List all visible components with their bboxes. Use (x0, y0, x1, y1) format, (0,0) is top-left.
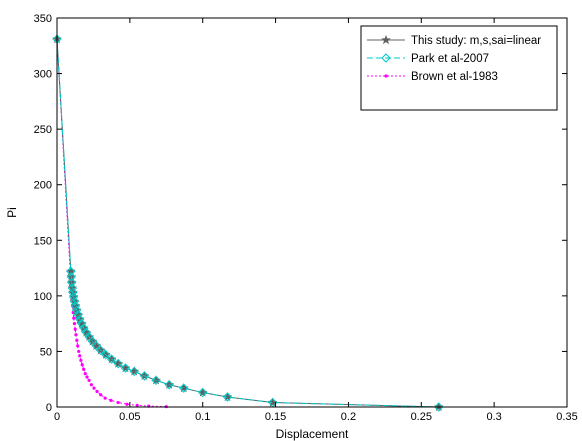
x-tick-label: 0 (54, 411, 60, 423)
series-2-point (75, 314, 85, 324)
y-tick-label: 300 (34, 69, 52, 81)
series-2-point (101, 350, 111, 360)
series-3-point (85, 375, 89, 379)
series-3-point (78, 354, 82, 358)
series-3-point (72, 316, 76, 320)
axes-frame (56, 17, 568, 408)
series-3-point (75, 338, 79, 342)
series-3-point (135, 403, 139, 407)
legend-marker (381, 53, 391, 63)
series-3-point (87, 378, 91, 382)
series-2-point (76, 318, 87, 329)
legend-label: This study: m,s,sai=linear (411, 35, 541, 47)
y-tick-label: 0 (46, 402, 52, 414)
y-tick-label: 250 (34, 124, 52, 136)
series-3-point (72, 322, 77, 326)
series-2-point (68, 292, 79, 302)
series-2-point (67, 277, 77, 288)
series-2-point (434, 402, 444, 412)
legend-marker (384, 74, 388, 78)
series-3-point (79, 358, 83, 362)
y-tick-label: 50 (40, 346, 52, 358)
legend: This study: m,s,sai=linear Park et al-200… (360, 25, 558, 111)
series-3-point (76, 344, 80, 348)
series-3-point (73, 327, 77, 331)
y-axis-label: Pi (5, 207, 19, 218)
series-2-point (79, 323, 89, 333)
series-3-point (83, 372, 87, 376)
series-2-point (73, 310, 83, 320)
y-tick-label: 200 (34, 180, 52, 192)
series-2-point (129, 366, 139, 377)
series-2-point (164, 380, 174, 390)
x-tick-label: 0.3 (486, 411, 501, 423)
series-2-point (113, 358, 123, 369)
legend-entry-3: Brown et al-1983 (367, 71, 498, 83)
series-3-point (77, 349, 81, 354)
series-2-point (91, 341, 102, 351)
series-3-point (125, 402, 129, 406)
series-3-point (116, 400, 120, 405)
series-2-point (71, 305, 82, 316)
series-2-point (106, 354, 117, 364)
series-2-point (69, 296, 80, 307)
x-tick-label: 0.2 (341, 411, 356, 423)
series-2-point (96, 345, 106, 356)
series-2-point (68, 287, 78, 298)
series-2-point (66, 272, 76, 282)
legend-entry-2: Park et al-2007 (367, 53, 489, 65)
legend-label: Park et al-2007 (411, 53, 489, 65)
legend-entry-1: This study: m,s,sai=linear (367, 34, 541, 47)
legend-marker (381, 34, 391, 45)
x-tick-label: 0.35 (556, 411, 577, 423)
y-tick-label: 150 (34, 235, 52, 247)
series-2-point (179, 383, 189, 393)
series-2-point (139, 371, 150, 381)
series-3-point (80, 363, 84, 367)
x-axis-label: Displacement (276, 427, 349, 441)
series-layer (52, 34, 444, 412)
series-2-point (66, 266, 76, 277)
series-2-point (120, 363, 131, 373)
x-tick-label: 0.15 (265, 411, 286, 423)
series-3-point (109, 398, 113, 402)
series-2-point (198, 387, 208, 398)
series-3-point (95, 389, 99, 394)
y-tick-label: 100 (34, 291, 52, 303)
series-3-point (89, 383, 93, 387)
series-3-point (74, 333, 78, 337)
series-2-point (70, 301, 81, 311)
series-3-point (99, 393, 103, 397)
series-3-point (92, 386, 96, 390)
x-tick-label: 0.1 (195, 411, 210, 423)
series-3-point (103, 396, 107, 400)
axes-layer: 0 0.05 0.1 0.15 0.2 0.25 0.3 0.35 0 50 100 150 200 25… (34, 13, 578, 423)
series-2-point (67, 283, 78, 293)
series-3-point (82, 367, 86, 371)
series-2-point (151, 375, 161, 386)
x-tick-label: 0.25 (411, 411, 432, 423)
legend-label: Brown et al-1983 (411, 71, 498, 83)
y-tick-label: 350 (34, 13, 52, 25)
series-2-point (222, 392, 233, 402)
x-tick-label: 0.05 (119, 411, 140, 423)
